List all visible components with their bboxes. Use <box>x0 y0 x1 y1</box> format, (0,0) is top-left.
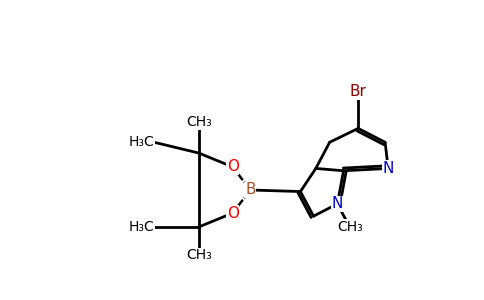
Text: N: N <box>382 161 394 176</box>
Text: H₃C: H₃C <box>128 135 154 149</box>
Text: N: N <box>332 196 343 211</box>
Text: CH₃: CH₃ <box>337 220 363 234</box>
Text: O: O <box>227 159 239 174</box>
Text: H₃C: H₃C <box>128 220 154 234</box>
Text: CH₃: CH₃ <box>186 115 212 129</box>
Text: CH₃: CH₃ <box>186 248 212 262</box>
Text: Br: Br <box>350 84 366 99</box>
Text: B: B <box>245 182 256 197</box>
Text: O: O <box>227 206 239 220</box>
